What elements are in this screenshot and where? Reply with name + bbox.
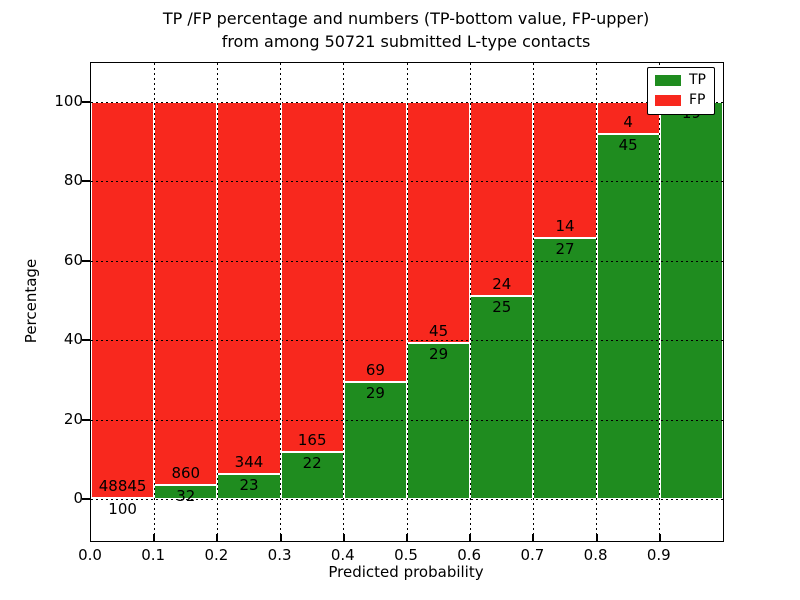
gridline-vertical bbox=[279, 63, 282, 541]
fp-count-label: 24 bbox=[492, 275, 512, 294]
bar-segment-fp bbox=[407, 102, 471, 344]
x-tick-label: 0.1 bbox=[141, 546, 166, 564]
bar-segment-tp bbox=[596, 134, 660, 499]
y-tick-mark bbox=[81, 180, 90, 183]
tp-count-label: 32 bbox=[176, 486, 196, 505]
legend-label: FP bbox=[689, 92, 706, 108]
gridline-vertical bbox=[595, 63, 598, 541]
x-tick-mark bbox=[595, 534, 598, 541]
y-tick-label: 40 bbox=[63, 330, 83, 349]
bar-segment-tp bbox=[470, 296, 534, 499]
x-tick-mark bbox=[342, 534, 345, 541]
x-tick-mark bbox=[406, 534, 408, 541]
legend-item-tp: TP bbox=[648, 70, 714, 90]
legend: TP FP bbox=[647, 67, 715, 115]
tp-count-label: 29 bbox=[365, 383, 385, 402]
fp-count-label: 48845 bbox=[98, 477, 147, 496]
tp-count-label: 45 bbox=[618, 136, 638, 155]
x-tick-label: 0.7 bbox=[520, 546, 545, 564]
fp-count-label: 14 bbox=[555, 216, 575, 235]
x-tick-label: 0.5 bbox=[394, 546, 418, 564]
gridline-vertical bbox=[532, 63, 535, 541]
x-tick-mark bbox=[153, 534, 156, 541]
tp-color-swatch bbox=[655, 74, 681, 86]
tp-count-label: 29 bbox=[429, 345, 449, 364]
gridline-vertical bbox=[469, 63, 472, 541]
gridline-vertical bbox=[342, 63, 345, 541]
tp-count-label: 100 bbox=[108, 500, 137, 519]
x-tick-mark bbox=[469, 534, 472, 541]
bar-segment-tp bbox=[217, 474, 281, 499]
y-tick-mark bbox=[81, 259, 90, 262]
x-tick-mark bbox=[532, 534, 535, 541]
x-tick-label: 0.8 bbox=[583, 546, 608, 564]
x-axis-label: Predicted probability bbox=[328, 563, 484, 581]
bar-segment-fp bbox=[91, 102, 155, 499]
fp-count-label: 860 bbox=[171, 463, 201, 482]
x-tick-mark bbox=[216, 534, 219, 541]
fp-color-swatch bbox=[655, 94, 681, 106]
fp-count-label: 69 bbox=[365, 360, 385, 379]
bar-segment-fp bbox=[154, 102, 218, 485]
chart-title-line2: from among 50721 submitted L-type contac… bbox=[221, 32, 591, 51]
fp-count-label: 4 bbox=[623, 113, 633, 132]
gridline-vertical bbox=[216, 63, 219, 541]
x-tick-label: 0.2 bbox=[204, 546, 229, 564]
y-tick-mark bbox=[81, 498, 90, 500]
tp-count-label: 25 bbox=[492, 298, 512, 317]
bar-segment-fp bbox=[280, 102, 344, 453]
bar-segment-tp bbox=[533, 237, 597, 499]
plot-area: TP FP 48845 100 860 32 344 23 165 22 69 29 45 29 24 25… bbox=[81, 62, 724, 542]
chart-title: TP /FP percentage and numbers (TP-bottom… bbox=[6, 7, 800, 53]
y-tick-mark bbox=[81, 101, 90, 103]
tp-count-label: 22 bbox=[302, 454, 322, 473]
y-tick-mark bbox=[81, 418, 90, 421]
x-tick-label: 0.6 bbox=[457, 546, 482, 564]
y-tick-label: 60 bbox=[63, 250, 83, 269]
x-tick-label: 0.9 bbox=[646, 546, 671, 564]
gridline-vertical bbox=[406, 63, 408, 541]
tp-count-label: 27 bbox=[555, 239, 575, 258]
fp-count-label: 165 bbox=[297, 431, 327, 450]
x-tick-label: 0.3 bbox=[267, 546, 292, 564]
bar-segment-fp bbox=[470, 102, 534, 297]
legend-item-fp: FP bbox=[648, 90, 714, 110]
y-tick-label: 80 bbox=[63, 171, 83, 190]
gridline-vertical bbox=[658, 63, 661, 541]
x-tick-label: 0.0 bbox=[78, 546, 102, 564]
bar-segment-tp bbox=[407, 343, 471, 499]
fp-count-label: 344 bbox=[234, 453, 264, 472]
gridline-vertical bbox=[153, 63, 156, 541]
tp-count-label: 23 bbox=[239, 476, 259, 495]
legend-label: TP bbox=[689, 72, 706, 88]
fp-count-label: 45 bbox=[429, 322, 449, 341]
x-tick-mark bbox=[279, 534, 282, 541]
bar-segment-tp bbox=[659, 102, 723, 499]
y-tick-label: 100 bbox=[54, 92, 83, 110]
x-tick-mark bbox=[658, 534, 661, 541]
x-tick-label: 0.4 bbox=[330, 546, 355, 564]
chart-title-line1: TP /FP percentage and numbers (TP-bottom… bbox=[162, 9, 650, 28]
y-tick-mark bbox=[81, 339, 90, 342]
y-tick-label: 0 bbox=[73, 489, 83, 507]
y-tick-label: 20 bbox=[63, 409, 83, 428]
bar-segment-fp bbox=[217, 102, 281, 475]
